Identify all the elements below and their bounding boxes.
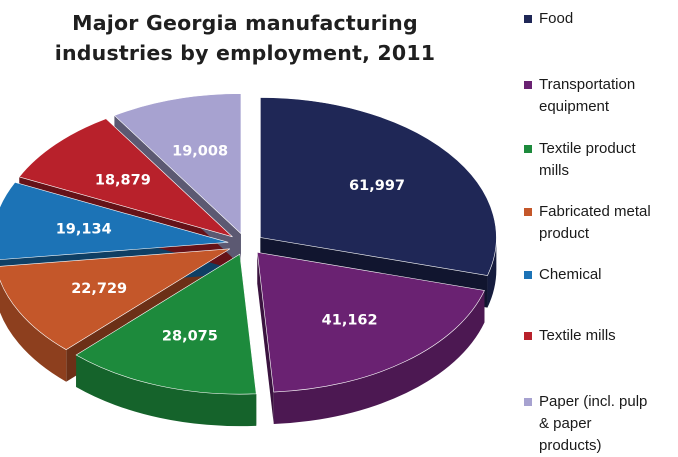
pie-slice-side (257, 252, 274, 425)
data-label: 19,008 (172, 143, 228, 159)
pie-slice-rim (487, 237, 497, 308)
data-label: 28,075 (162, 329, 218, 345)
legend-swatch (524, 332, 532, 340)
pie-slices (0, 93, 497, 395)
legend: Food Transportation equipment Textile prod… (522, 0, 678, 455)
data-labels: 61,997 41,162 28,075 22,729 19,134 18,879 19,0… (56, 143, 405, 344)
data-label: 19,134 (56, 222, 112, 238)
legend-label: Food (539, 10, 574, 27)
legend-swatch (524, 398, 532, 406)
legend-label: Paper (incl. pulp & paper products) (539, 393, 648, 454)
legend-label: Fabricated metal product (539, 203, 651, 242)
data-label: 22,729 (71, 281, 127, 297)
pie-slice (18, 118, 233, 238)
pie-slice (260, 97, 497, 276)
legend-label: Textile mills (539, 327, 616, 344)
legend-swatch (524, 208, 532, 216)
pie-slice (0, 182, 229, 260)
pie-slice (75, 253, 257, 395)
legend-swatch (524, 81, 532, 89)
legend-swatch (524, 145, 532, 153)
chart-title-line-2: industries by employment, 2011 (54, 41, 436, 65)
chart-title-line-1: Major Georgia manufacturing (72, 11, 418, 35)
pie-slice-rim (76, 354, 257, 427)
pie-slice (113, 93, 242, 235)
legend-label: Transportation equipment (539, 76, 636, 115)
pie-slice (0, 248, 231, 351)
data-label: 18,879 (95, 172, 151, 188)
pie-slice-rim (0, 280, 67, 382)
legend-label: Textile product mills (539, 140, 636, 179)
legend-swatch (524, 271, 532, 279)
data-label: 61,997 (349, 178, 405, 194)
legend-label: Chemical (539, 266, 602, 283)
pie-slice (257, 252, 485, 393)
chart-title: Major Georgia manufacturing industries b… (40, 8, 450, 68)
data-label: 41,162 (322, 313, 378, 329)
pie-slice-rim (273, 290, 485, 425)
legend-swatch (524, 15, 532, 23)
